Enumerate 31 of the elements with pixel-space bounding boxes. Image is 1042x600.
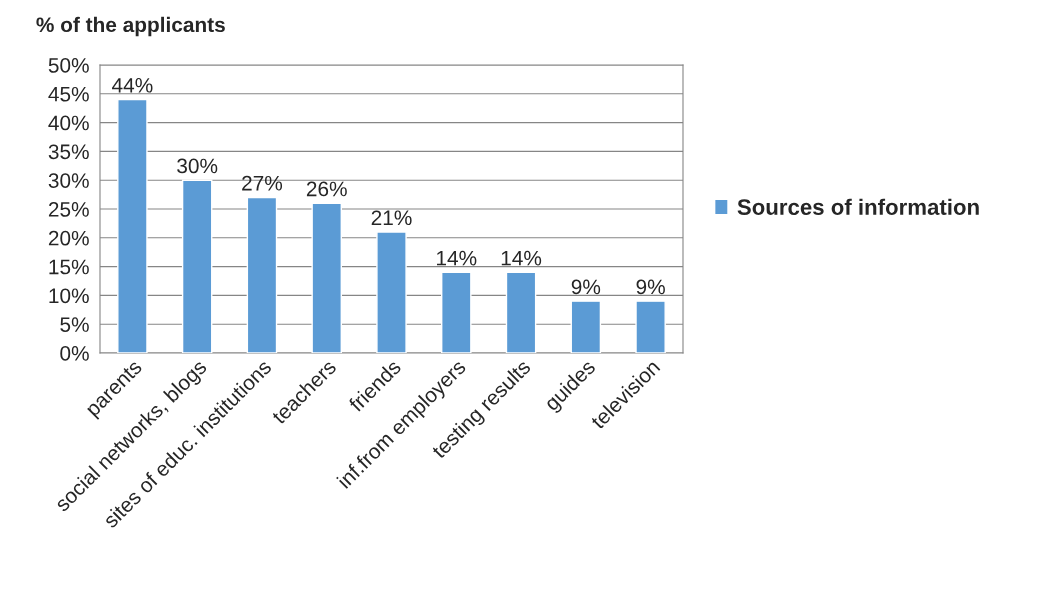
bar	[311, 202, 342, 353]
bar	[117, 98, 148, 353]
data-label: 14%	[437, 250, 477, 266]
bar	[570, 300, 602, 353]
legend-label: Sources of information	[737, 198, 979, 215]
y-tick-label: 25%	[48, 202, 89, 217]
bar	[376, 231, 407, 353]
data-label: 9%	[571, 279, 601, 295]
bar	[635, 300, 666, 353]
data-label: 14%	[501, 250, 542, 266]
data-label: 30%	[177, 158, 218, 174]
data-label: 44%	[112, 78, 153, 93]
y-tick-label: 30%	[48, 173, 89, 188]
y-tick-label: 50%	[48, 58, 89, 73]
data-label: 9%	[636, 279, 665, 295]
data-label: 26%	[306, 181, 347, 197]
y-tick-label: 35%	[48, 144, 89, 160]
y-tick-label: 20%	[48, 230, 89, 246]
bar	[505, 271, 537, 353]
y-tick-label: 0%	[60, 346, 89, 361]
data-label: 21%	[371, 210, 412, 226]
bar	[441, 271, 472, 353]
bar	[246, 196, 278, 353]
y-axis-title: % of the applicants	[36, 16, 225, 37]
y-tick-label: 45%	[48, 86, 89, 102]
data-label: 27%	[242, 175, 283, 191]
y-tick-label: 15%	[49, 259, 89, 275]
bar	[181, 179, 213, 353]
y-tick-label: 40%	[48, 115, 89, 131]
y-tick-label: 5%	[60, 317, 89, 332]
y-tick-label: 10%	[49, 288, 89, 304]
